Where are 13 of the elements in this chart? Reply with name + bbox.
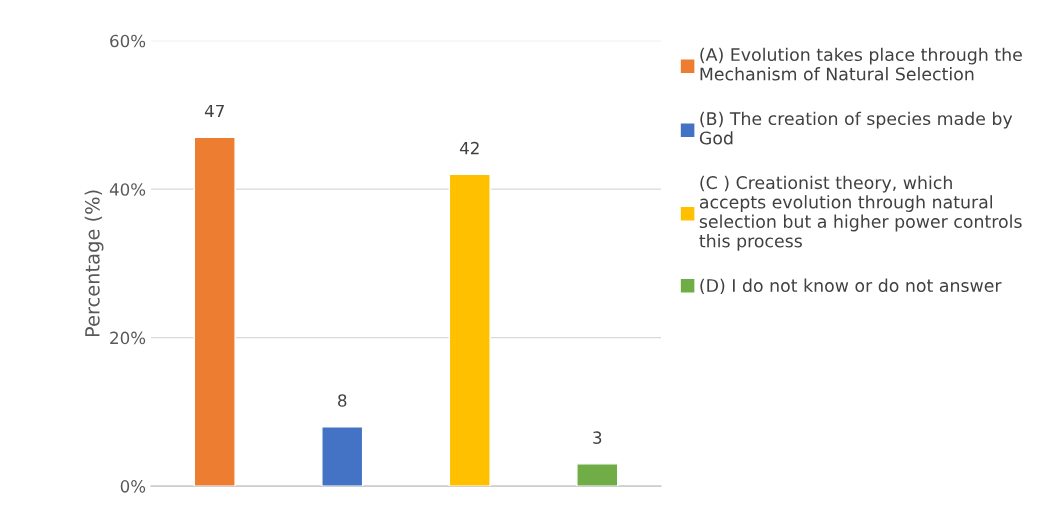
legend-label: (D) I do not know or do not answer (700, 278, 1002, 295)
y-tick-label: 60% (110, 34, 146, 48)
data-label: 42 (459, 141, 479, 155)
y-axis-title: Percentage (%) (84, 190, 104, 337)
legend-label: (C ) Creationist theory, which accepts evolution through natural selection but a higher power controls this process (699, 175, 1022, 251)
legend-label: (A) Evolution takes place through the Mechanism of Natural Selection (700, 47, 1022, 81)
legend-label: (B) The creation of species made by God (699, 111, 1013, 145)
data-label: 3 (593, 431, 602, 444)
y-tick-label: 20% (110, 331, 146, 345)
y-tick-label: 0% (120, 480, 146, 493)
data-label: 47 (204, 104, 224, 118)
y-tick-label: 40% (109, 183, 146, 196)
data-label: 8 (338, 394, 347, 407)
